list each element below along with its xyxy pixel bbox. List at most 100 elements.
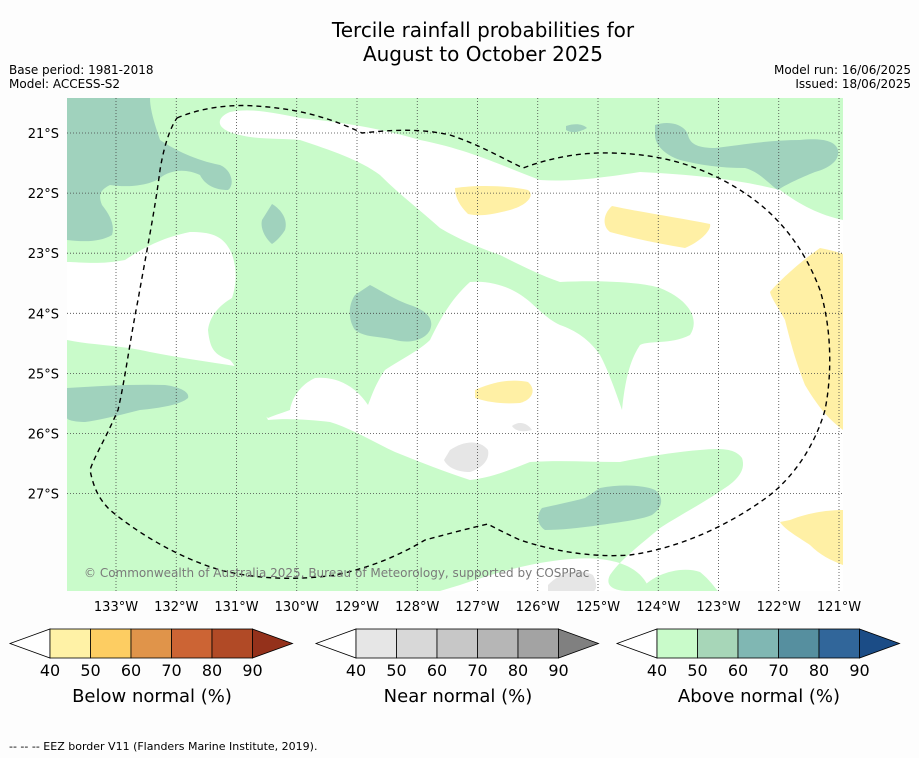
lat-tick-label: 26°S (28, 428, 59, 443)
map-area: © Commonwealth of Australia 2025, Bureau… (67, 98, 843, 591)
green-region-top (67, 98, 843, 418)
colorbar-segment (49, 628, 91, 659)
colorbar-tick-label: 60 (728, 661, 748, 680)
grey-region-2 (512, 423, 532, 432)
lon-tick-label: 121°W (817, 600, 861, 615)
colorbar-segment (171, 628, 213, 659)
colorbar-tick-label: 60 (427, 661, 447, 680)
lon-tick-label: 130°W (275, 600, 319, 615)
colorbar-triangle-right (859, 628, 901, 659)
lon-tick-label: 124°W (636, 600, 680, 615)
colorbar-tick-label: 50 (386, 661, 406, 680)
lat-tick-label: 27°S (28, 488, 59, 503)
green-region-bottom-left (67, 570, 130, 591)
teal-region-south (538, 485, 662, 530)
colorbar-0: 40 50 60 70 80 90 (8, 628, 294, 680)
issued-date: Issued: 18/06/2025 (795, 77, 911, 91)
yellow-region-se (780, 510, 843, 565)
colorbar-tick-label: 40 (40, 661, 60, 680)
colorbar-1: 40 50 60 70 80 90 (314, 628, 600, 680)
colorbar-segment (477, 628, 519, 659)
base-period: Base period: 1981-2018 (9, 63, 154, 77)
colorbar-segment (818, 628, 860, 659)
colorbar-tick-label: 90 (242, 661, 262, 680)
lat-tick-label: 21°S (28, 127, 59, 142)
yellow-region-2 (604, 206, 711, 248)
colorbar-triangle-left (615, 628, 658, 659)
gridlines (67, 98, 843, 591)
above-normal-50-regions (67, 98, 843, 591)
colorbar-label-near: Near normal (%) (383, 686, 533, 707)
lon-tick-label: 131°W (214, 600, 258, 615)
teal-region-center (349, 285, 432, 342)
colorbar-segment (656, 628, 698, 659)
colorbar-tick-label: 80 (202, 661, 222, 680)
colorbar-tick-label: 80 (508, 661, 528, 680)
lat-tick-label: 22°S (28, 187, 59, 202)
colorbar-segment (355, 628, 397, 659)
lon-tick-label: 122°W (757, 600, 801, 615)
colorbar-segment (396, 628, 438, 659)
lon-tick-label: 133°W (94, 600, 138, 615)
colorbar-tick-label: 80 (809, 661, 829, 680)
teal-region-small-2 (566, 124, 587, 133)
eez-border (89, 104, 831, 579)
colorbar-triangle-left (314, 628, 357, 659)
lat-tick-labels: 21°S 22°S 23°S 24°S 25°S 26°S 27°S (28, 127, 59, 503)
lon-tick-label: 123°W (696, 600, 740, 615)
yellow-region-3 (475, 380, 533, 404)
chart-title: Tercile rainfall probabilities for Augus… (0, 18, 919, 66)
colorbar-triangle-right (252, 628, 294, 659)
teal-region-nw (67, 98, 232, 242)
colorbar-tick-label: 50 (80, 661, 100, 680)
colorbar-tick-label: 40 (346, 661, 366, 680)
copyright-text: © Commonwealth of Australia 2025, Bureau… (84, 566, 589, 580)
colorbar-segment (211, 628, 253, 659)
teal-region-west (67, 384, 189, 422)
lon-tick-label: 126°W (516, 600, 560, 615)
lon-tick-label: 132°W (154, 600, 198, 615)
colorbar-tick-label: 70 (467, 661, 487, 680)
yellow-region-east (770, 248, 843, 430)
colorbar-label-above: Above normal (%) (677, 686, 841, 707)
colorbar-tick-label: 90 (849, 661, 869, 680)
colorbar-segment (517, 628, 559, 659)
colorbar-segment (436, 628, 478, 659)
lon-tick-labels: 133°W 132°W 131°W 130°W 129°W 128°W 127°W 126°W… (94, 600, 861, 615)
lat-tick-label: 24°S (28, 307, 59, 322)
colorbar-tick-label: 70 (768, 661, 788, 680)
lon-tick-label: 128°W (395, 600, 439, 615)
below-normal-50-regions (455, 185, 843, 565)
colorbar-tick-label: 40 (647, 661, 667, 680)
colorbar-triangle-left (8, 628, 51, 659)
lon-tick-label: 127°W (455, 600, 499, 615)
lat-tick-label: 23°S (28, 247, 59, 262)
colorbar-segment (737, 628, 779, 659)
teal-region-small-1 (261, 204, 286, 244)
colorbar-segment (90, 628, 132, 659)
green-region-bottom-right (640, 569, 718, 591)
colorbar-triangle-right (558, 628, 600, 659)
colorbar-2: 40 50 60 70 80 90 (615, 628, 901, 680)
title-line-1: Tercile rainfall probabilities for (331, 18, 635, 42)
model-run: Model run: 16/06/2025 (773, 63, 911, 77)
meta-left: Base period: 1981-2018 Model: ACCESS-S2 (9, 63, 154, 91)
eez-footnote: -- -- -- EEZ border V11 (Flanders Marine… (9, 740, 318, 753)
colorbar-tick-label: 50 (687, 661, 707, 680)
colorbars: 40 50 60 70 80 90 40 50 60 70 80 90 40 50 60 70 80 90 (8, 628, 901, 680)
colorbar-tick-label: 70 (161, 661, 181, 680)
meta-right: Model run: 16/06/2025 Issued: 18/06/2025 (774, 63, 911, 91)
green-region-bottom (67, 340, 843, 591)
model-name: Model: ACCESS-S2 (9, 77, 121, 91)
colorbar-label-below: Below normal (%) (72, 686, 232, 707)
colorbar-tick-label: 60 (121, 661, 141, 680)
lat-tick-label: 25°S (28, 367, 59, 382)
teal-region-ne (655, 123, 839, 190)
lon-tick-label: 129°W (335, 600, 379, 615)
colorbar-segment (778, 628, 820, 659)
title-line-2: August to October 2025 (362, 42, 604, 66)
colorbar-segment (697, 628, 739, 659)
colorbar-tick-label: 90 (548, 661, 568, 680)
above-normal-60-regions (67, 98, 839, 530)
